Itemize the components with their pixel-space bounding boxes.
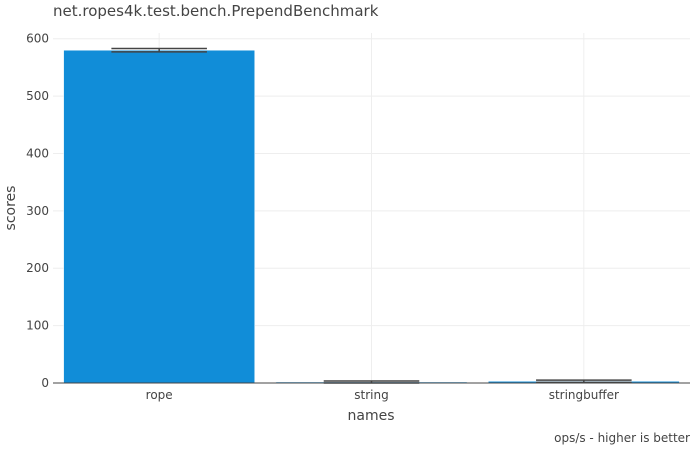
axis-layer: 0 100 200 300 400 500 600 rope string stringbuffe… — [26, 32, 690, 402]
x-tick-label-stringbuffer: stringbuffer — [549, 388, 619, 402]
bar-rope — [63, 49, 255, 384]
bar-layer — [63, 49, 680, 384]
y-tick-label: 500 — [26, 89, 49, 103]
y-axis-title: scores — [3, 186, 19, 231]
chart-title: net.ropes4k.test.bench.PrependBenchmark — [53, 2, 379, 20]
x-tick-label-rope: rope — [146, 388, 173, 402]
chart-annotation: ops/s - higher is better — [554, 431, 690, 445]
x-tick-label-string: string — [354, 388, 388, 402]
y-tick-label: 100 — [26, 319, 49, 333]
y-tick-label: 400 — [26, 146, 49, 160]
y-tick-label: 300 — [26, 204, 49, 218]
y-tick-label: 600 — [26, 32, 49, 46]
y-tick-label: 200 — [26, 261, 49, 275]
y-tick-label: 0 — [41, 376, 49, 390]
x-axis-title: names — [348, 408, 395, 424]
